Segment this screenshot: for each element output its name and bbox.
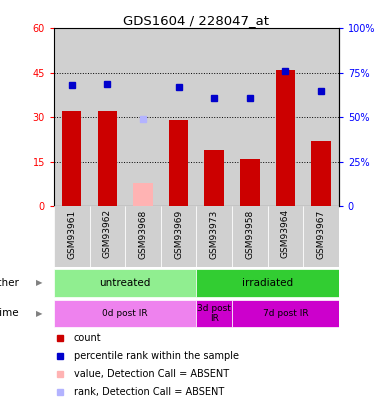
Bar xyxy=(125,28,161,206)
Bar xyxy=(196,206,232,267)
Text: GSM93964: GSM93964 xyxy=(281,209,290,258)
Text: GSM93961: GSM93961 xyxy=(67,209,76,259)
Bar xyxy=(268,28,303,206)
Bar xyxy=(232,206,268,267)
Bar xyxy=(196,269,339,296)
Text: 3d post
IR: 3d post IR xyxy=(197,304,231,323)
Bar xyxy=(232,28,268,206)
Text: ▶: ▶ xyxy=(36,278,42,287)
Bar xyxy=(54,300,196,327)
Title: GDS1604 / 228047_at: GDS1604 / 228047_at xyxy=(123,14,270,27)
Text: other: other xyxy=(0,278,20,288)
Bar xyxy=(196,28,232,206)
Bar xyxy=(54,206,90,267)
Bar xyxy=(303,28,339,206)
Bar xyxy=(90,206,125,267)
Bar xyxy=(268,206,303,267)
Bar xyxy=(169,120,188,206)
Bar xyxy=(240,159,259,206)
Text: ▶: ▶ xyxy=(36,309,42,318)
Bar xyxy=(54,269,196,296)
Text: value, Detection Call = ABSENT: value, Detection Call = ABSENT xyxy=(74,369,229,379)
Bar xyxy=(54,28,90,206)
Bar xyxy=(303,206,339,267)
Text: percentile rank within the sample: percentile rank within the sample xyxy=(74,351,239,361)
Bar xyxy=(133,183,153,206)
Text: irradiated: irradiated xyxy=(242,278,293,288)
Text: GSM93962: GSM93962 xyxy=(103,209,112,258)
Bar xyxy=(311,141,331,206)
Text: 0d post IR: 0d post IR xyxy=(102,309,148,318)
Bar xyxy=(196,300,232,327)
Text: GSM93967: GSM93967 xyxy=(316,209,325,259)
Bar xyxy=(276,70,295,206)
Text: GSM93973: GSM93973 xyxy=(210,209,219,259)
Bar xyxy=(161,206,196,267)
Bar xyxy=(161,28,196,206)
Bar xyxy=(204,150,224,206)
Bar xyxy=(62,111,82,206)
Bar xyxy=(90,28,125,206)
Text: untreated: untreated xyxy=(99,278,151,288)
Text: GSM93968: GSM93968 xyxy=(139,209,147,259)
Bar xyxy=(125,206,161,267)
Text: rank, Detection Call = ABSENT: rank, Detection Call = ABSENT xyxy=(74,387,224,397)
Bar xyxy=(97,111,117,206)
Bar xyxy=(232,300,339,327)
Text: time: time xyxy=(0,308,20,318)
Text: count: count xyxy=(74,333,102,343)
Text: GSM93969: GSM93969 xyxy=(174,209,183,259)
Text: GSM93958: GSM93958 xyxy=(245,209,254,259)
Text: 7d post IR: 7d post IR xyxy=(263,309,308,318)
